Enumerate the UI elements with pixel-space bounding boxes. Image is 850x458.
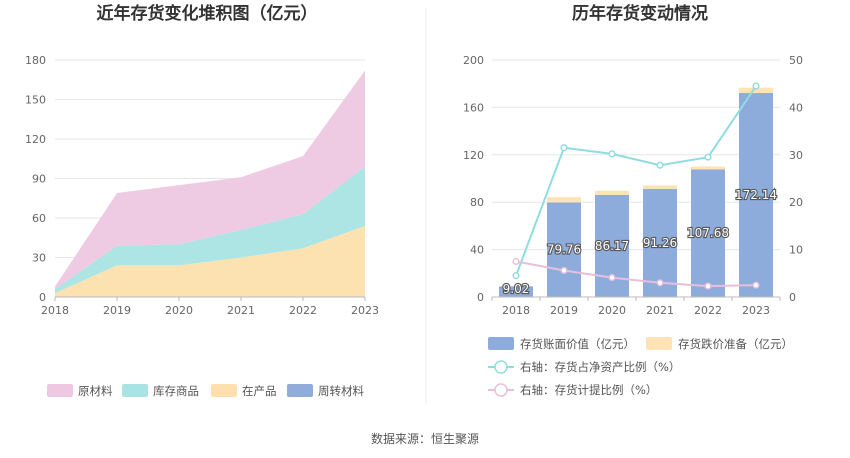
right-y2-tick: 40 [789,101,803,114]
right-x-tick: 2020 [598,304,626,317]
left-x-tick: 2018 [41,304,69,317]
left-y-tick: 30 [32,252,46,265]
left-legend-label: 库存商品 [153,384,199,398]
combo-bar-line-chart: 历年存货变动情况 9.02 79.76 86.17 91.26 107.68 172.14… [463,3,803,397]
right-x-tick: 2021 [646,304,674,317]
right-y-tick: 120 [463,149,484,162]
left-y-tick: 60 [32,212,46,225]
bar-value-label: 86.17 [595,239,629,253]
bar-value-label: 9.02 [503,282,530,296]
right-x-tick: 2019 [550,304,578,317]
bar-impairment [547,197,581,203]
area-原材料 [55,70,365,290]
right-legend: 存货账面价值（亿元） 存货跌价准备（亿元） 右轴：存货占净资产比例（%） 右轴：存货计… [488,337,793,397]
right-legend-label: 存货账面价值（亿元） [520,337,635,351]
right-legend-label: 右轴：存货计提比例（%） [520,383,657,397]
line-point [608,150,616,158]
bar-book-value [499,286,533,297]
area-在产品 [55,225,365,297]
right-x-tick: 2023 [742,304,770,317]
right-bar-labels: 9.02 79.76 86.17 91.26 107.68 172.14 [502,187,779,297]
stacked-area-chart: 近年存货变化堆积图（亿元） 0 30 60 90 120 150 180 2018 2019 20… [25,3,379,398]
left-y-tick: 0 [39,291,46,304]
left-legend-swatch [47,384,73,397]
line-point [608,274,616,282]
right-legend-label: 右轴：存货占净资产比例（%） [520,360,680,374]
right-y2-tick: 10 [789,244,803,257]
right-y-tick: 0 [477,291,484,304]
left-axis: 0 30 60 90 120 150 180 2018 2019 2020 2021 2022 2023 [25,54,379,317]
line-point [560,144,568,152]
bar-impairment [643,185,677,189]
line-point [704,153,712,161]
bar-book-value [547,202,581,297]
line-point [752,82,760,90]
right-x-tick: 2022 [694,304,722,317]
right-y-tick: 160 [463,101,484,114]
right-y-tick: 80 [470,196,484,209]
left-legend-swatch [122,384,148,397]
bar-book-value [739,93,773,297]
left-legend-label: 周转材料 [318,384,364,398]
right-y2-tick: 30 [789,149,803,162]
left-x-tick: 2021 [227,304,255,317]
source-label: 数据来源：恒生聚源 [371,431,479,446]
right-y-tick: 40 [470,244,484,257]
right-grid [492,59,780,251]
line-point [656,161,664,169]
line-ratio-net-assets [515,85,757,277]
right-y-tick: 200 [463,54,484,67]
line-provision-ratio [515,260,757,288]
right-legend-swatch [646,337,672,350]
left-y-tick: 90 [32,173,46,186]
right-lines [512,82,760,290]
left-legend-label: 在产品 [242,384,277,398]
left-x-tick: 2020 [165,304,193,317]
line-point [512,272,520,280]
bar-impairment [739,87,773,94]
bar-value-label: 172.14 [735,188,777,202]
right-axis: 0 40 80 120 160 200 0 10 20 30 40 50 2018 2019 2020 202… [463,54,803,317]
right-legend-label: 存货跌价准备（亿元） [678,337,793,351]
line-point [512,257,520,266]
left-legend: 原材料 库存商品 在产品 周转材料 [47,384,364,398]
right-chart-title: 历年存货变动情况 [572,3,708,24]
left-y-tick: 180 [25,54,46,67]
left-chart-title: 近年存货变化堆积图（亿元） [97,3,318,24]
left-x-tick: 2019 [103,304,131,317]
area-库存商品 [55,166,365,294]
right-legend-marker [494,360,508,374]
right-legend-swatch [488,337,514,350]
left-areas [55,70,365,297]
left-y-tick: 120 [25,133,46,146]
left-legend-swatch [287,384,313,397]
bar-book-value [691,169,725,297]
bar-impairment [595,190,629,195]
line-point [656,279,664,287]
right-legend-marker [494,383,508,397]
right-x-tick: 2018 [502,304,530,317]
right-y2-tick: 0 [789,291,796,304]
bar-value-label: 107.68 [687,226,729,240]
line-point [560,266,568,275]
bar-value-label: 91.26 [643,236,677,250]
line-point [752,281,760,289]
left-y-tick: 150 [25,94,46,107]
bar-value-label: 79.76 [547,243,581,257]
bar-impairment [691,166,725,170]
right-y2-tick: 20 [789,196,803,209]
bar-book-value [643,188,677,297]
left-legend-swatch [211,384,237,397]
left-x-tick: 2023 [351,304,379,317]
right-y2-tick: 50 [789,54,803,67]
line-point [704,282,712,290]
left-legend-label: 原材料 [78,384,113,398]
left-x-tick: 2022 [289,304,317,317]
